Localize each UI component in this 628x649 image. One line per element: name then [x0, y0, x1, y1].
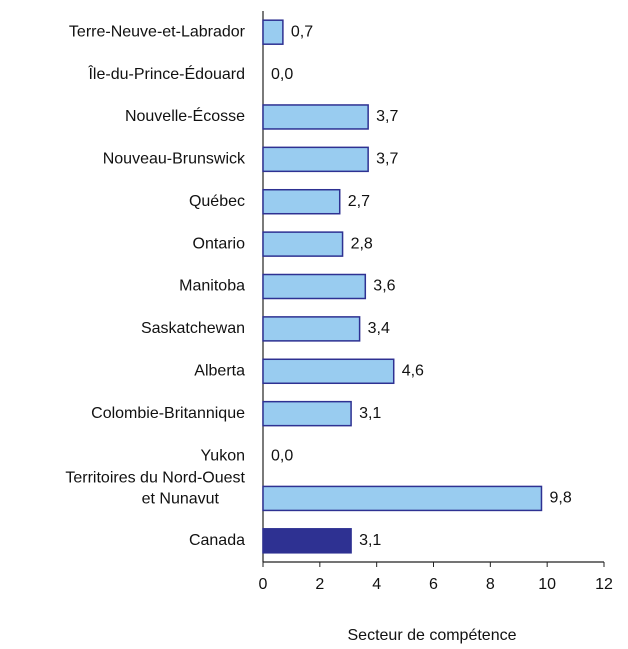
- value-label: 3,1: [359, 532, 381, 549]
- y-tick-label: Saskatchewan: [141, 320, 245, 337]
- y-tick-label: Yukon: [201, 447, 245, 464]
- bar: [262, 485, 543, 512]
- y-tick-label: Manitoba: [179, 278, 245, 295]
- y-tick-label: Alberta: [194, 362, 245, 379]
- bar: [262, 188, 341, 215]
- y-tick-label: Territoires du Nord-Ouest et Nunavut: [65, 470, 245, 508]
- x-tick-label: 2: [315, 576, 324, 593]
- bar: [262, 146, 369, 173]
- y-tick-label: Colombie-Britannique: [91, 405, 245, 422]
- bar: [262, 231, 344, 257]
- x-tick-label: 8: [486, 576, 495, 593]
- x-tick-label: 0: [259, 576, 268, 593]
- value-label: 9,8: [549, 490, 571, 507]
- value-label: 3,4: [368, 320, 390, 337]
- value-label: 3,1: [359, 405, 381, 422]
- y-tick-label: Nouvelle-Écosse: [125, 106, 245, 125]
- bar: [262, 273, 367, 300]
- bar: [262, 400, 352, 427]
- value-label: 3,6: [373, 278, 395, 295]
- value-label: 3,7: [376, 108, 398, 125]
- bar: [262, 19, 284, 45]
- value-label: 0,7: [291, 23, 313, 40]
- x-tick-label: 4: [372, 576, 381, 593]
- x-tick-label: 10: [538, 576, 556, 593]
- value-label: 2,8: [351, 235, 373, 252]
- y-tick-label: Québec: [189, 193, 245, 210]
- y-tick-label: Terre-Neuve-et-Labrador: [69, 23, 246, 40]
- bar: [262, 104, 369, 130]
- x-tick-label: 6: [429, 576, 438, 593]
- x-axis-label: Secteur de compétence: [348, 627, 517, 644]
- y-tick-label: Île-du-Prince-Édouard: [87, 64, 245, 83]
- value-label: 3,7: [376, 151, 398, 168]
- bar: [262, 528, 352, 554]
- value-label: 2,7: [348, 193, 370, 210]
- bar: [262, 316, 361, 342]
- bar: [262, 358, 395, 385]
- x-tick-label: 12: [595, 576, 613, 593]
- value-label: 0,0: [271, 447, 293, 464]
- value-label: 0,0: [271, 66, 293, 83]
- y-tick-label: Nouveau-Brunswick: [103, 151, 246, 168]
- y-tick-label: Ontario: [193, 235, 246, 252]
- y-tick-label: Canada: [189, 532, 245, 549]
- value-label: 4,6: [402, 362, 424, 379]
